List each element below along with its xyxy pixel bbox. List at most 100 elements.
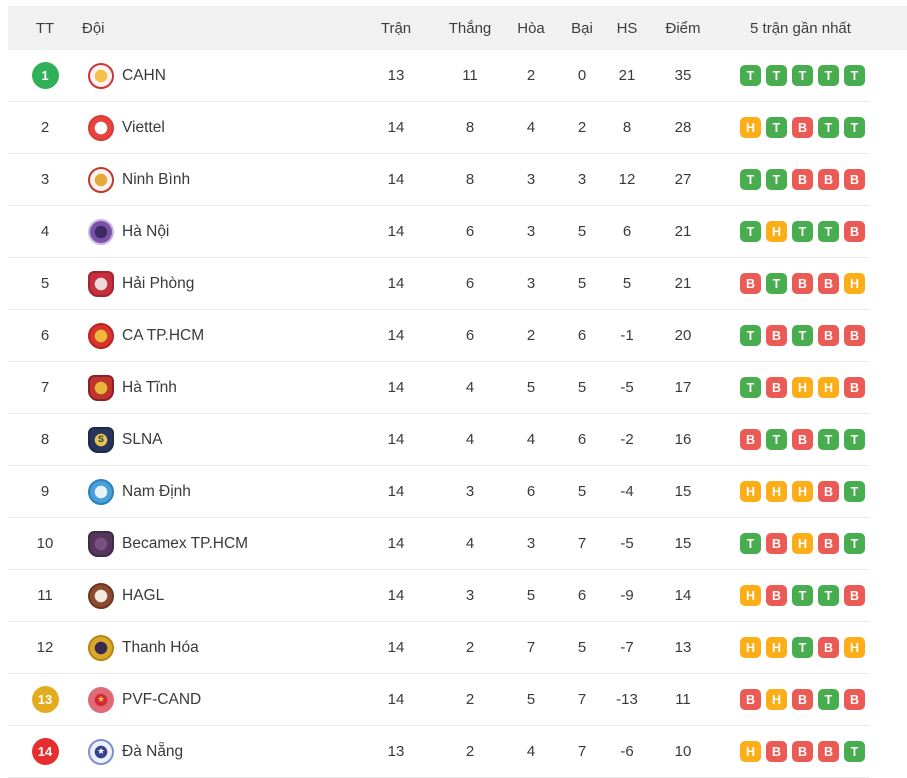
team-name[interactable]: Ninh Bình — [122, 170, 191, 188]
form-badge-loss: B — [818, 273, 839, 294]
matches-won: 3 — [465, 483, 475, 500]
form-badge-draw: H — [792, 481, 813, 502]
form-badge-win: T — [766, 65, 787, 86]
matches-played: 14 — [387, 483, 405, 500]
matches-lost: 5 — [577, 379, 587, 396]
team-logo-icon — [88, 114, 114, 141]
form-badge-loss: B — [818, 533, 839, 554]
points: 11 — [675, 691, 691, 708]
matches-won: 4 — [465, 379, 475, 396]
table-header: TT Đội Trận Thắng Hòa Bại HS Điểm 5 trận… — [8, 6, 907, 50]
points: 27 — [674, 171, 692, 188]
team-name[interactable]: Hà Tĩnh — [122, 378, 177, 396]
goal-difference: 21 — [618, 67, 636, 84]
matches-played: 14 — [387, 639, 405, 656]
form-badge-draw: H — [818, 377, 839, 398]
form-badge-loss: B — [844, 325, 865, 346]
form-badge-win: T — [740, 65, 761, 86]
team-logo-icon — [88, 322, 114, 349]
form-badge-win: T — [818, 117, 839, 138]
team-name[interactable]: HAGL — [122, 586, 165, 604]
team-logo-icon — [88, 478, 114, 505]
team-name[interactable]: Becamex TP.HCM — [122, 534, 249, 552]
form-badge-loss: B — [844, 585, 865, 606]
team-name[interactable]: Hải Phòng — [122, 274, 195, 292]
points: 35 — [674, 67, 692, 84]
form-badge-loss: B — [844, 377, 865, 398]
team-name[interactable]: CAHN — [122, 66, 166, 84]
form-badge-loss: B — [844, 169, 865, 190]
matches-played: 14 — [387, 431, 405, 448]
team-logo-icon — [88, 218, 114, 245]
form-badge-loss: B — [818, 637, 839, 658]
form-badge-loss: B — [844, 689, 865, 710]
form-badge-loss: B — [818, 741, 839, 762]
form-badge-draw: H — [766, 221, 787, 242]
team-logo-icon: S — [88, 426, 114, 453]
form-badge-draw: H — [766, 481, 787, 502]
form-badge-draw: H — [740, 481, 761, 502]
team-name[interactable]: PVF-CAND — [122, 690, 202, 708]
form-badge-win: T — [740, 169, 761, 190]
form-badge-win: T — [766, 429, 787, 450]
matches-drawn: 5 — [526, 691, 536, 708]
form-badge-win: T — [844, 117, 865, 138]
goal-difference: 12 — [618, 171, 636, 188]
team-logo-icon — [88, 634, 114, 661]
form-badge-win: T — [740, 533, 761, 554]
position-badge: 6 — [40, 327, 50, 344]
team-name[interactable]: Đà Nẵng — [122, 742, 184, 760]
form-badge-win: T — [844, 741, 865, 762]
col-header-form: 5 trận gần nhất — [750, 19, 851, 37]
matches-drawn: 6 — [526, 483, 536, 500]
matches-lost: 5 — [577, 275, 587, 292]
matches-lost: 5 — [577, 223, 587, 240]
team-name[interactable]: Viettel — [122, 118, 165, 136]
team-name[interactable]: Thanh Hóa — [122, 638, 199, 656]
col-header-lost: Bại — [571, 19, 593, 37]
team-name[interactable]: Hà Nội — [122, 222, 170, 240]
matches-drawn: 5 — [526, 379, 536, 396]
goal-difference: -1 — [620, 327, 634, 344]
form-badge-win: T — [818, 689, 839, 710]
matches-drawn: 2 — [526, 327, 536, 344]
position-badge: 2 — [40, 119, 50, 136]
team-name[interactable]: CA TP.HCM — [122, 326, 205, 344]
col-header-position: TT — [35, 19, 55, 37]
form-badge-loss: B — [766, 533, 787, 554]
goal-difference: 6 — [622, 223, 632, 240]
matches-drawn: 2 — [526, 67, 536, 84]
matches-drawn: 3 — [526, 171, 536, 188]
matches-lost: 3 — [577, 171, 587, 188]
form-badge-loss: B — [766, 325, 787, 346]
form-badge-win: T — [844, 65, 865, 86]
points: 21 — [674, 275, 692, 292]
form-badge-loss: B — [792, 169, 813, 190]
matches-won: 3 — [465, 587, 475, 604]
form-badge-draw: H — [766, 689, 787, 710]
team-name[interactable]: Nam Định — [122, 482, 191, 500]
points: 21 — [674, 223, 692, 240]
team-name[interactable]: SLNA — [122, 430, 163, 448]
points: 13 — [674, 639, 692, 656]
form-badge-draw: H — [766, 637, 787, 658]
